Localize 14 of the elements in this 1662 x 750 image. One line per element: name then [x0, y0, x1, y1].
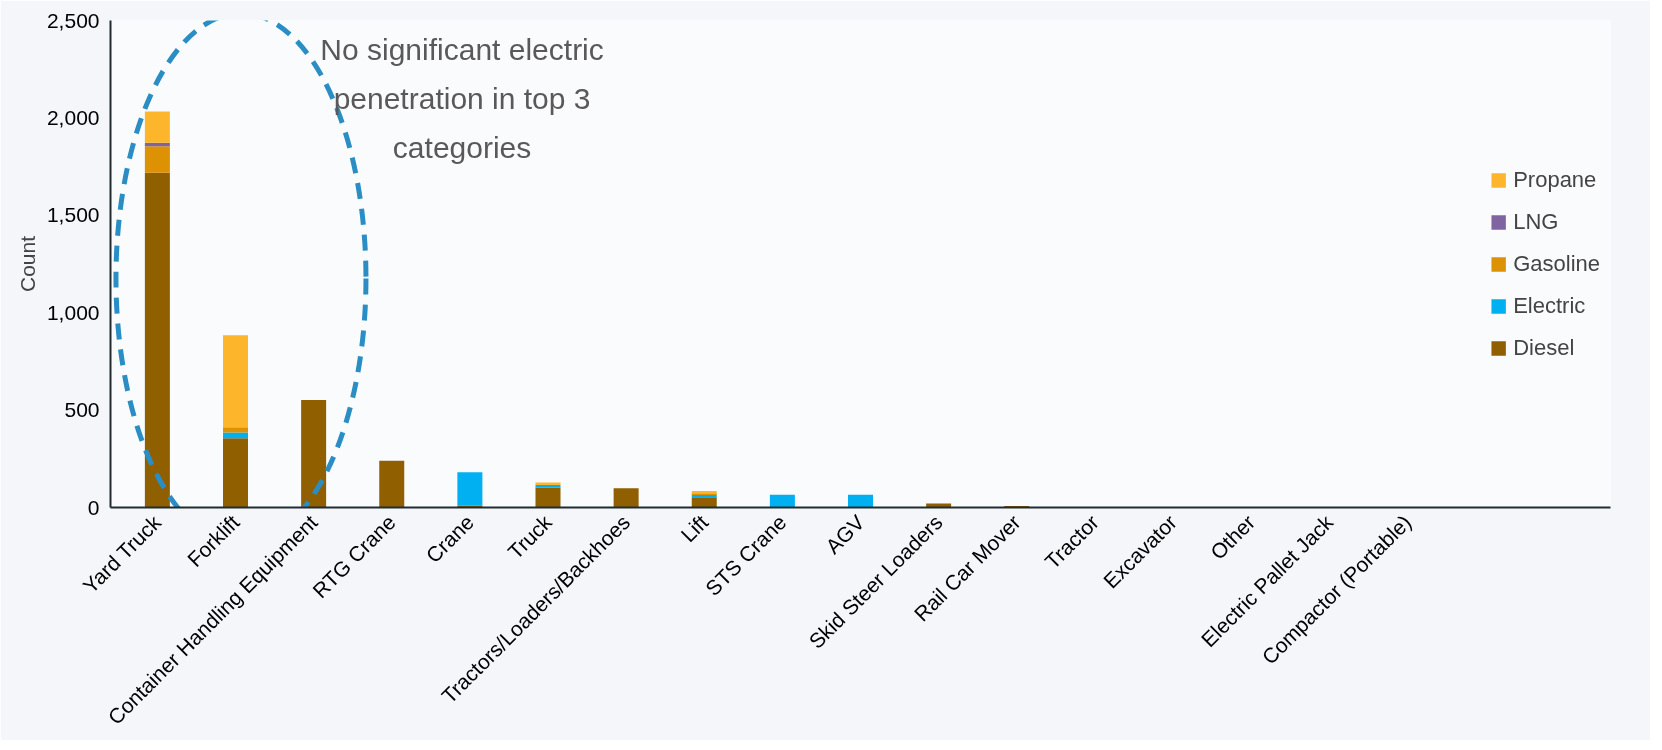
x-tick-label: Lift — [676, 510, 713, 547]
legend-label: Gasoline — [1513, 250, 1600, 277]
legend-label: Electric — [1513, 292, 1586, 319]
y-tick-label: 0 — [87, 495, 100, 519]
annotation: No significant electric penetration in top 3 categories — [320, 33, 604, 164]
y-tick-label: 2,000 — [46, 105, 100, 129]
y-tick-label: 2,500 — [46, 8, 100, 32]
y-tick-label: 1,500 — [46, 203, 100, 227]
y-axis-title: Count — [15, 235, 39, 293]
y-tick-label: 1,000 — [46, 300, 100, 324]
legend-label: LNG — [1513, 208, 1559, 235]
y-tick-label: 500 — [64, 398, 100, 422]
legend-label: Diesel — [1513, 334, 1575, 361]
legend-label: Propane — [1513, 166, 1597, 193]
